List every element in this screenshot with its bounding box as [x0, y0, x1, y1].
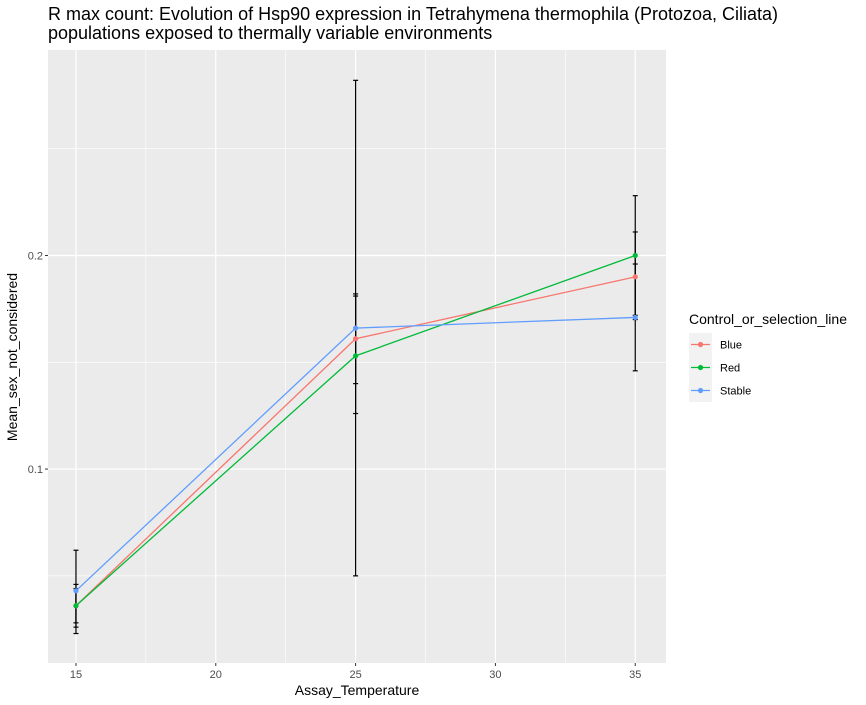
data-point-red [353, 353, 359, 359]
data-point-blue [353, 336, 359, 342]
legend-key-point-blue [697, 341, 704, 348]
x-tick-label: 25 [349, 669, 361, 681]
y-axis-ticks: 0.1 0.2 [28, 250, 48, 476]
legend-label-stable: Stable [720, 386, 751, 398]
legend-title: Control_or_selection_line [689, 311, 847, 327]
y-tick-label: 0.2 [28, 250, 43, 262]
data-point-stable [632, 314, 638, 321]
data-point-stable [73, 588, 79, 594]
x-axis-title: Assay_Temperature [295, 682, 420, 698]
x-tick-label: 30 [489, 669, 501, 681]
chart-title-line-1: R max count: Evolution of Hsp90 expressi… [48, 4, 779, 24]
legend: Control_or_selection_line Blue Red Stable [689, 311, 847, 402]
legend-key-point-stable [697, 387, 704, 394]
y-tick-label: 0.1 [28, 464, 43, 476]
data-point-red [73, 603, 79, 609]
data-point-stable [353, 325, 359, 331]
legend-label-red: Red [720, 363, 740, 375]
chart-title-line-2: populations exposed to thermally variabl… [48, 23, 493, 43]
x-axis-ticks: 15 20 25 30 35 [70, 663, 641, 681]
data-point-red [632, 252, 638, 259]
x-tick-label: 35 [629, 669, 641, 681]
chart-title: R max count: Evolution of Hsp90 expressi… [48, 5, 778, 43]
grid-lines [48, 50, 666, 663]
legend-key-point-red [697, 364, 704, 371]
x-tick-label: 20 [210, 669, 222, 681]
y-axis-title: Mean_sex_not_considered [4, 273, 20, 441]
legend-label-blue: Blue [720, 340, 742, 352]
data-point-blue [632, 274, 638, 280]
x-tick-label: 15 [70, 669, 82, 681]
data-points [73, 252, 638, 609]
